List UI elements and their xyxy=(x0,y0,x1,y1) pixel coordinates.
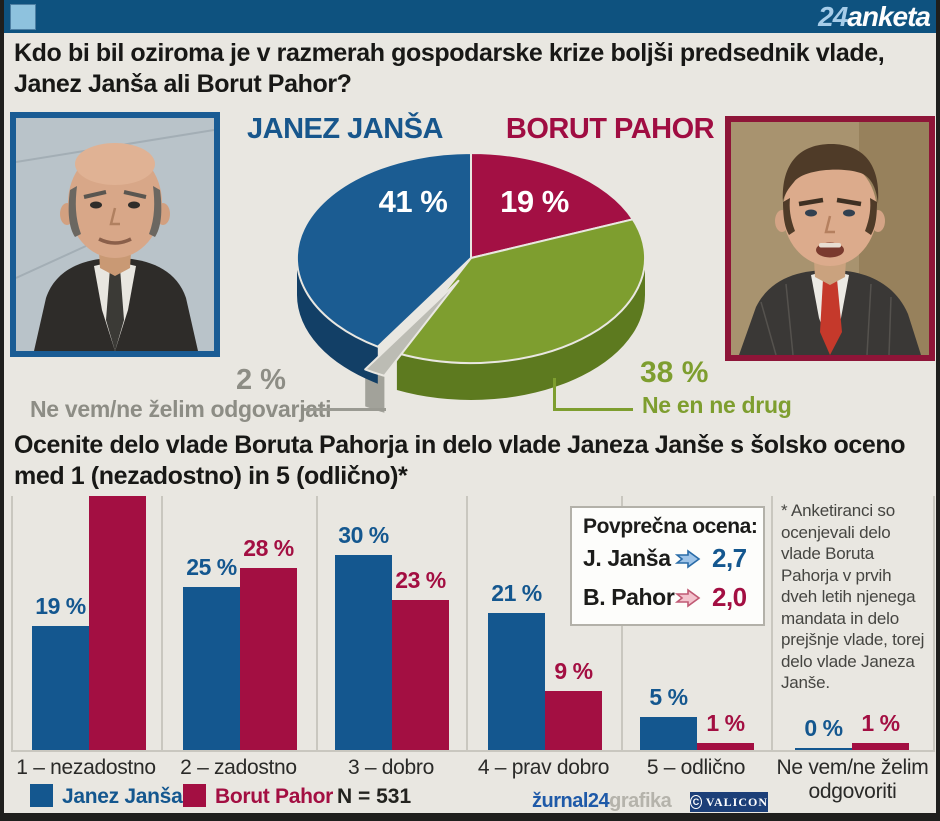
bar-borut-pahor xyxy=(89,496,146,750)
average-name-pahor: B. Pahor xyxy=(583,584,675,610)
neither-callout-line-horizontal xyxy=(553,408,633,411)
bar-value-jansa: 19 % xyxy=(35,593,86,619)
footnote: * Anketiranci so ocenjevali delo vlade B… xyxy=(781,501,925,692)
chart-baseline xyxy=(11,750,935,752)
chart-divider xyxy=(771,496,773,752)
bar-value-pahor: 23 % xyxy=(395,567,446,593)
bar-value-pahor: 1 % xyxy=(861,710,900,736)
zurnal24-grafika-logo: žurnal24grafika xyxy=(532,790,672,813)
chart-divider xyxy=(161,496,163,752)
pie-label-neither: Ne en ne drug xyxy=(642,392,792,418)
bar-borut-pahor xyxy=(545,691,602,750)
frame-edge-right xyxy=(936,0,940,821)
frame-edge-left xyxy=(0,0,4,821)
brand-logo-24: 24 xyxy=(818,1,848,32)
question-1-line-2: Janez Janša ali Borut Pahor? xyxy=(14,70,352,98)
candidate-name-pahor: BORUT PAHOR xyxy=(505,113,715,145)
chart-divider xyxy=(11,496,13,752)
candidate-name-jansa: JANEZ JANŠA xyxy=(247,113,443,145)
category-label-1: 1 – nezadostno xyxy=(16,756,156,779)
bar-group-5: 5 % 1 % xyxy=(640,494,754,750)
legend-swatch-jansa xyxy=(30,784,53,807)
average-value-pahor: 2,0 xyxy=(712,582,747,612)
category-label-2: 2 – zadostno xyxy=(180,756,297,779)
pie-label-neither-pct: 38 % xyxy=(640,356,709,389)
bar-group-1: 19 %39 % xyxy=(32,494,146,750)
undecided-callout-line xyxy=(304,408,386,411)
legend-swatch-pahor xyxy=(183,784,206,807)
average-score-box: Povprečna ocena: J. Janša 2,7 B. Pahor 2… xyxy=(570,506,765,626)
question-1: Kdo bi bil oziroma je v razmerah gospoda… xyxy=(14,38,930,100)
frame-edge-bottom xyxy=(0,813,940,821)
grafika-logo-text: grafika xyxy=(609,790,672,812)
chart-divider xyxy=(316,496,318,752)
bar-janez-jansa xyxy=(335,555,392,750)
bar-value-jansa: 21 % xyxy=(491,580,542,606)
average-value-jansa: 2,7 xyxy=(712,543,747,573)
bar-value-pahor: 28 % xyxy=(243,535,294,561)
sample-size-label: N = 531 xyxy=(337,785,412,808)
photo-borut-pahor xyxy=(725,116,935,361)
janez-jansa-portrait-illustration xyxy=(16,118,214,351)
legend-label-jansa: Janez Janša xyxy=(62,785,183,808)
bar-value-jansa: 30 % xyxy=(338,522,389,548)
bar-janez-jansa xyxy=(183,587,240,750)
arrow-right-icon xyxy=(675,549,701,569)
pie-label-undecided: Ne vem/ne želim odgovarjati xyxy=(30,396,332,422)
category-label-3: 3 – dobro xyxy=(347,756,435,779)
pie-chart xyxy=(295,152,647,413)
bar-value-jansa: 0 % xyxy=(804,715,843,741)
question-1-line-1: Kdo bi bil oziroma je v razmerah gospoda… xyxy=(14,39,885,67)
bar-value-jansa: 5 % xyxy=(649,684,688,710)
category-label-6: Ne vem/ne želim odgovoriti xyxy=(776,756,929,803)
bar-borut-pahor xyxy=(852,743,909,750)
bar-group-2: 25 % 28 % xyxy=(183,494,297,750)
brand-logo: 24anketa xyxy=(818,1,931,33)
header-bar: 24anketa xyxy=(0,0,940,33)
bar-janez-jansa xyxy=(795,748,852,750)
bar-group-6: 0 % 1 % xyxy=(795,494,909,750)
average-name-jansa: J. Janša xyxy=(583,545,671,571)
bar-value-pahor: 9 % xyxy=(554,658,593,684)
legend-label-pahor: Borut Pahor xyxy=(215,785,334,808)
bar-group-4: 21 % 9 % xyxy=(488,494,602,750)
question-2-line-1: Ocenite delo vlade Boruta Pahorja in del… xyxy=(14,431,906,459)
chart-divider xyxy=(466,496,468,752)
zurnal24-logo-text: žurnal24 xyxy=(532,790,610,812)
photo-janez-jansa xyxy=(10,112,220,357)
question-2: Ocenite delo vlade Boruta Pahorja in del… xyxy=(14,430,930,492)
bar-value-jansa: 25 % xyxy=(186,554,237,580)
brand-logo-name: anketa xyxy=(847,1,931,32)
bar-value-pahor: 1 % xyxy=(706,710,745,736)
category-label-4: 4 – prav dobro xyxy=(477,756,610,779)
bar-janez-jansa xyxy=(640,717,697,750)
valicon-logo-text: VALICON xyxy=(705,794,768,809)
bar-group-3: 30 % 23 % xyxy=(335,494,449,750)
neither-callout-line-vertical xyxy=(553,378,556,411)
pie-label-jansa-pct: 41 % xyxy=(378,184,448,219)
arrow-right-icon xyxy=(675,588,701,608)
pie-label-pahor-pct: 19 % xyxy=(500,184,569,219)
bar-borut-pahor xyxy=(392,600,449,750)
brand-square-icon xyxy=(10,4,36,30)
valicon-logo: C VALICON xyxy=(690,792,768,812)
bar-borut-pahor xyxy=(240,568,297,750)
pie-label-undecided-pct: 2 % xyxy=(236,364,286,396)
borut-pahor-portrait-illustration xyxy=(731,122,929,355)
average-box-title: Povprečna ocena: xyxy=(583,515,758,538)
bar-borut-pahor xyxy=(697,743,754,750)
bar-janez-jansa xyxy=(32,626,89,750)
valicon-c-icon: C xyxy=(690,795,702,809)
chart-divider xyxy=(933,496,935,752)
question-2-line-2: med 1 (nezadostno) in 5 (odlično)* xyxy=(14,462,408,490)
category-label-5: 5 – odlično xyxy=(646,756,746,779)
bar-janez-jansa xyxy=(488,613,545,750)
